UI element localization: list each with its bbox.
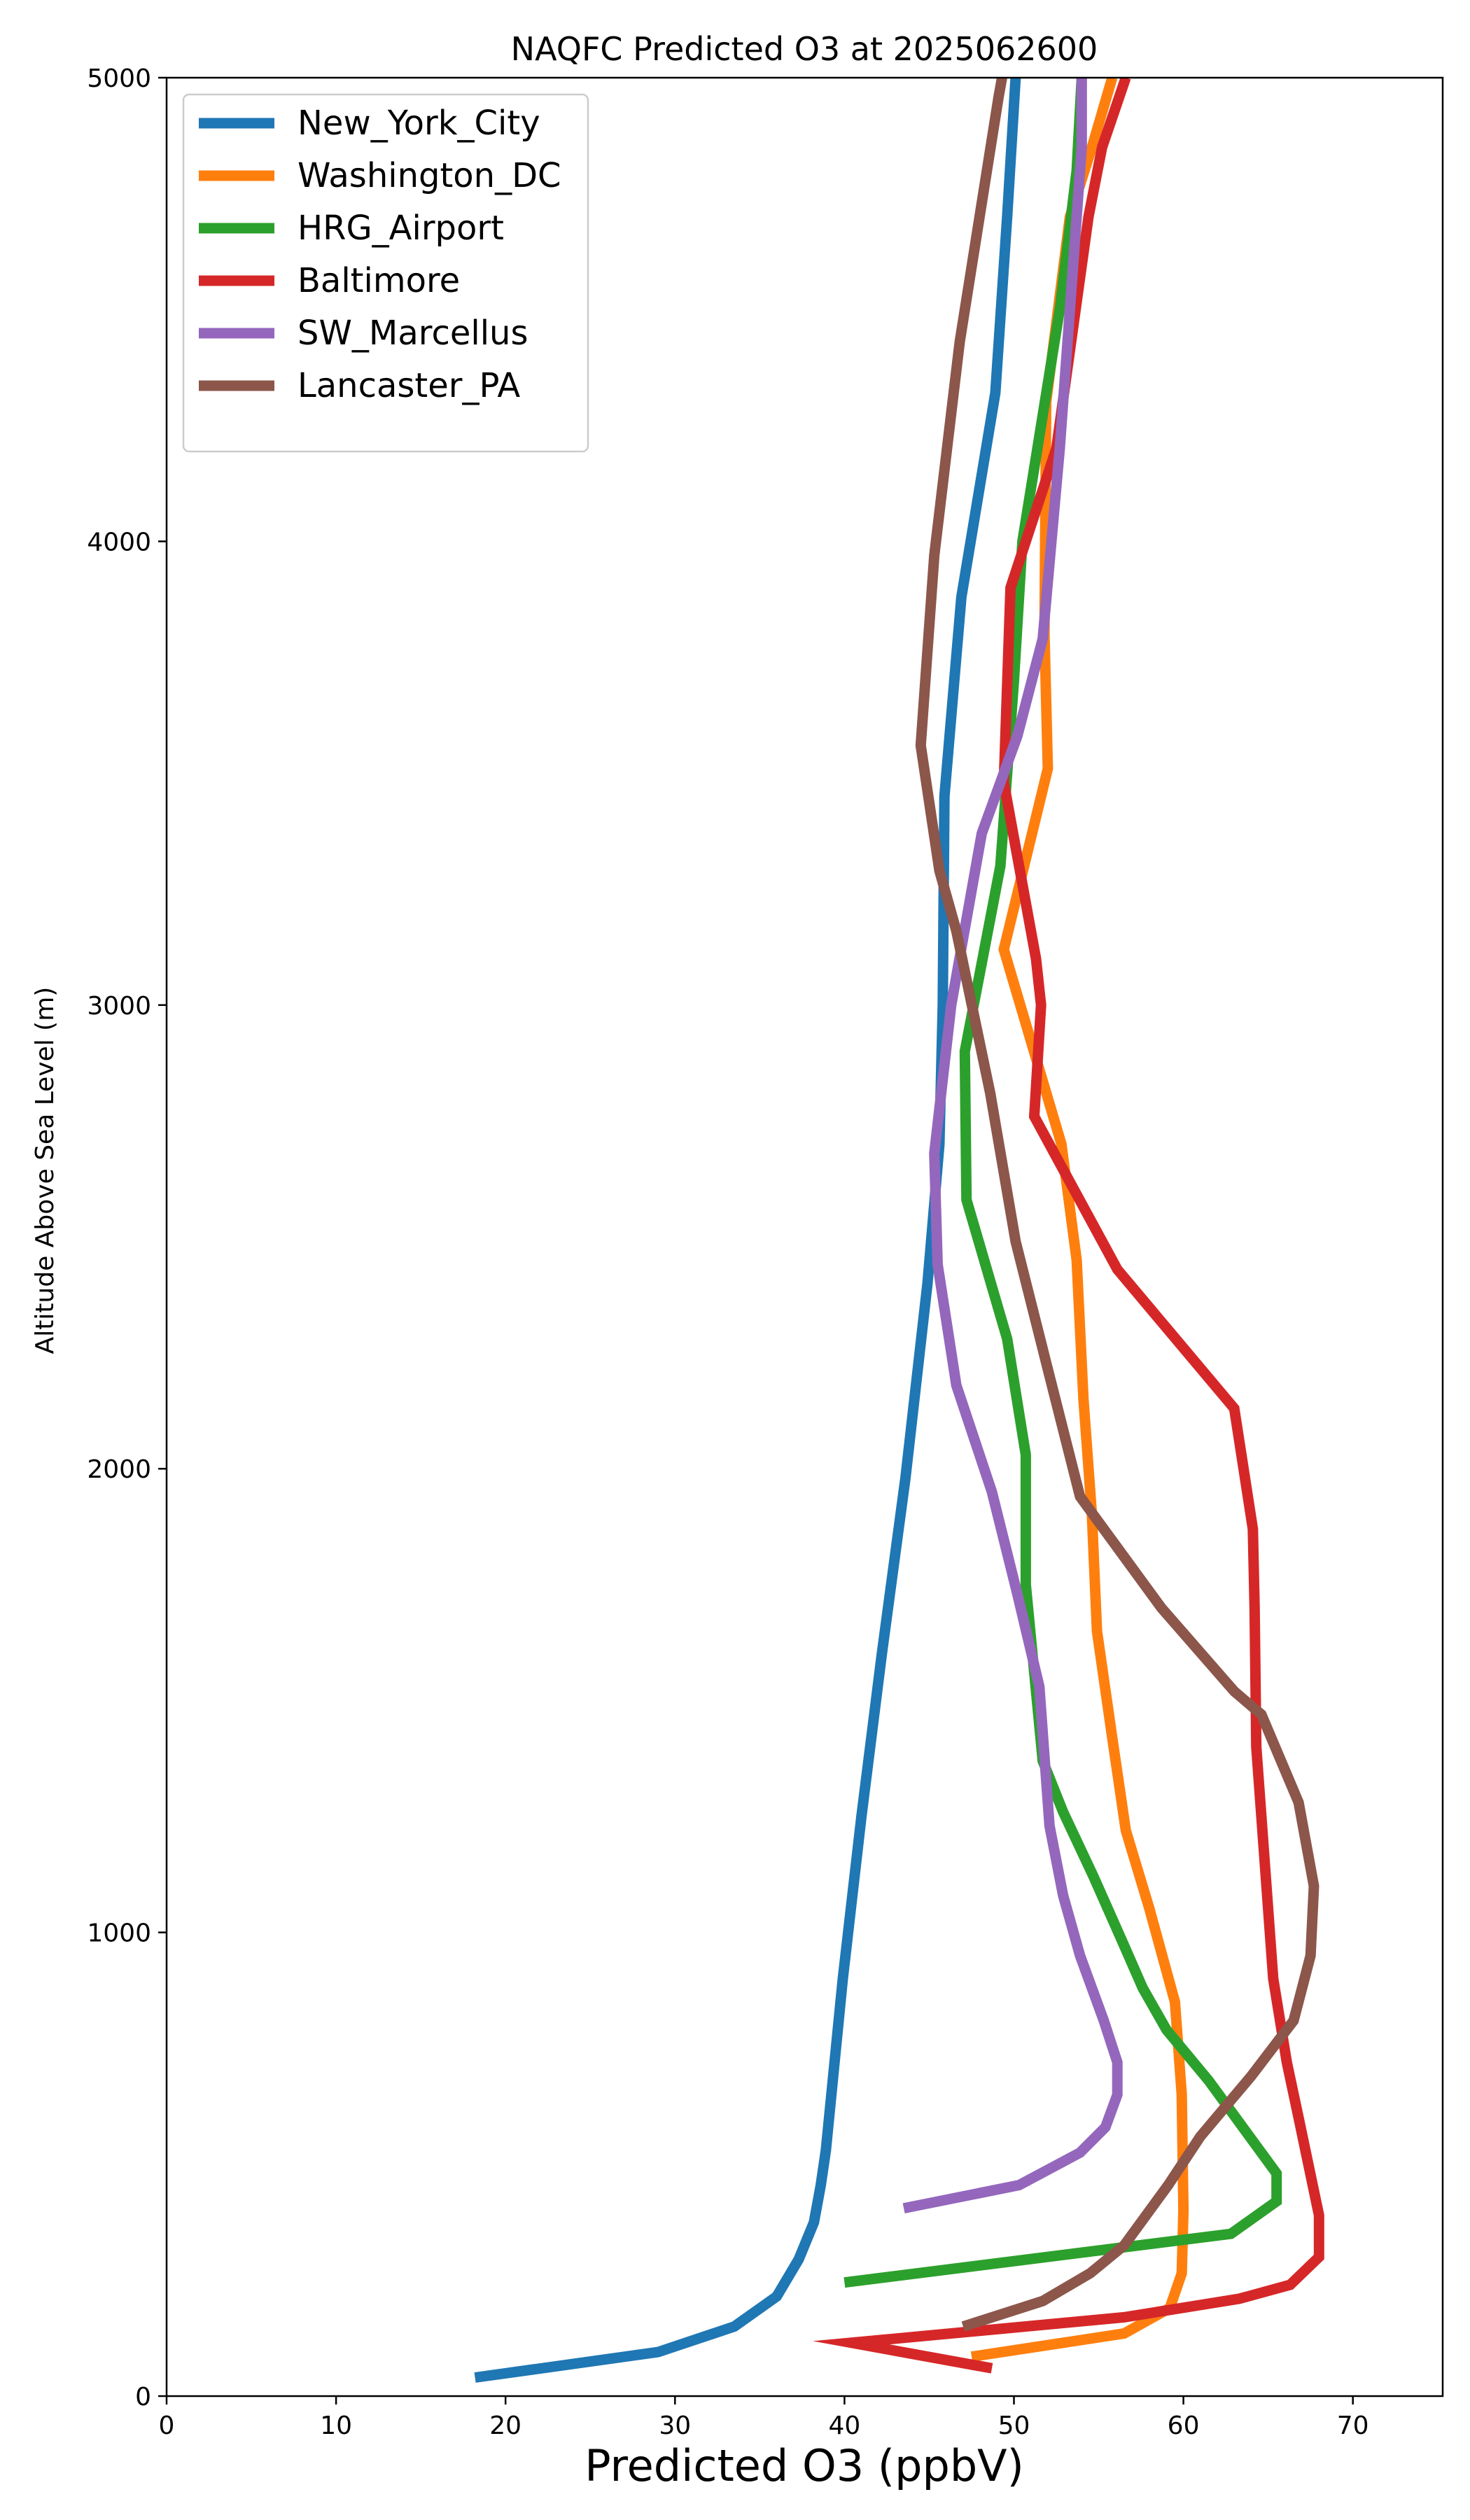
x-axis-label: Predicted O3 (ppbV)	[584, 2440, 1024, 2491]
y-tick-label: 1000	[87, 1919, 151, 1948]
x-tick-label: 70	[1337, 2412, 1369, 2440]
plot-area	[474, 78, 1324, 2383]
legend-label: Baltimore	[298, 261, 460, 300]
legend-box	[182, 93, 589, 453]
x-tick-label: 20	[489, 2412, 522, 2440]
x-tick-label: 0	[159, 2412, 175, 2440]
series-line-0	[474, 78, 1021, 2383]
y-tick-label: 4000	[87, 528, 151, 556]
legend-label: Washington_DC	[298, 156, 561, 195]
legend-label: New_York_City	[298, 104, 540, 143]
series-line-1	[970, 78, 1189, 2362]
series-line-3	[813, 78, 1324, 2374]
legend: New_York_City Washington_DC HRG_Airport Bal…	[182, 93, 589, 453]
x-tick-label: 10	[320, 2412, 352, 2440]
plot-frame	[165, 76, 1444, 2398]
legend-label: Lancaster_PA	[298, 366, 520, 405]
x-tick-label: 50	[998, 2412, 1030, 2440]
y-tick-label: 2000	[87, 1455, 151, 1484]
x-tick-label: 60	[1168, 2412, 1200, 2440]
legend-label: SW_Marcellus	[298, 314, 528, 353]
series-line-4	[902, 78, 1123, 2214]
x-tick-label: 40	[828, 2412, 860, 2440]
y-tick-label: 0	[135, 2383, 151, 2412]
chart-title: NAQFC Predicted O3 at 2025062600	[511, 30, 1098, 68]
series-line-5	[915, 78, 1320, 2332]
axes: 0 10 20 30 40 50 60 70 0 1000 2000 3000 4000 5000	[87, 64, 1444, 2440]
y-tick-label: 3000	[87, 992, 151, 1021]
y-axis-label: Altitude Above Sea Level (m)	[31, 987, 59, 1354]
legend-label: HRG_Airport	[298, 209, 504, 248]
y-tick-label: 5000	[87, 64, 151, 93]
x-tick-label: 30	[659, 2412, 691, 2440]
